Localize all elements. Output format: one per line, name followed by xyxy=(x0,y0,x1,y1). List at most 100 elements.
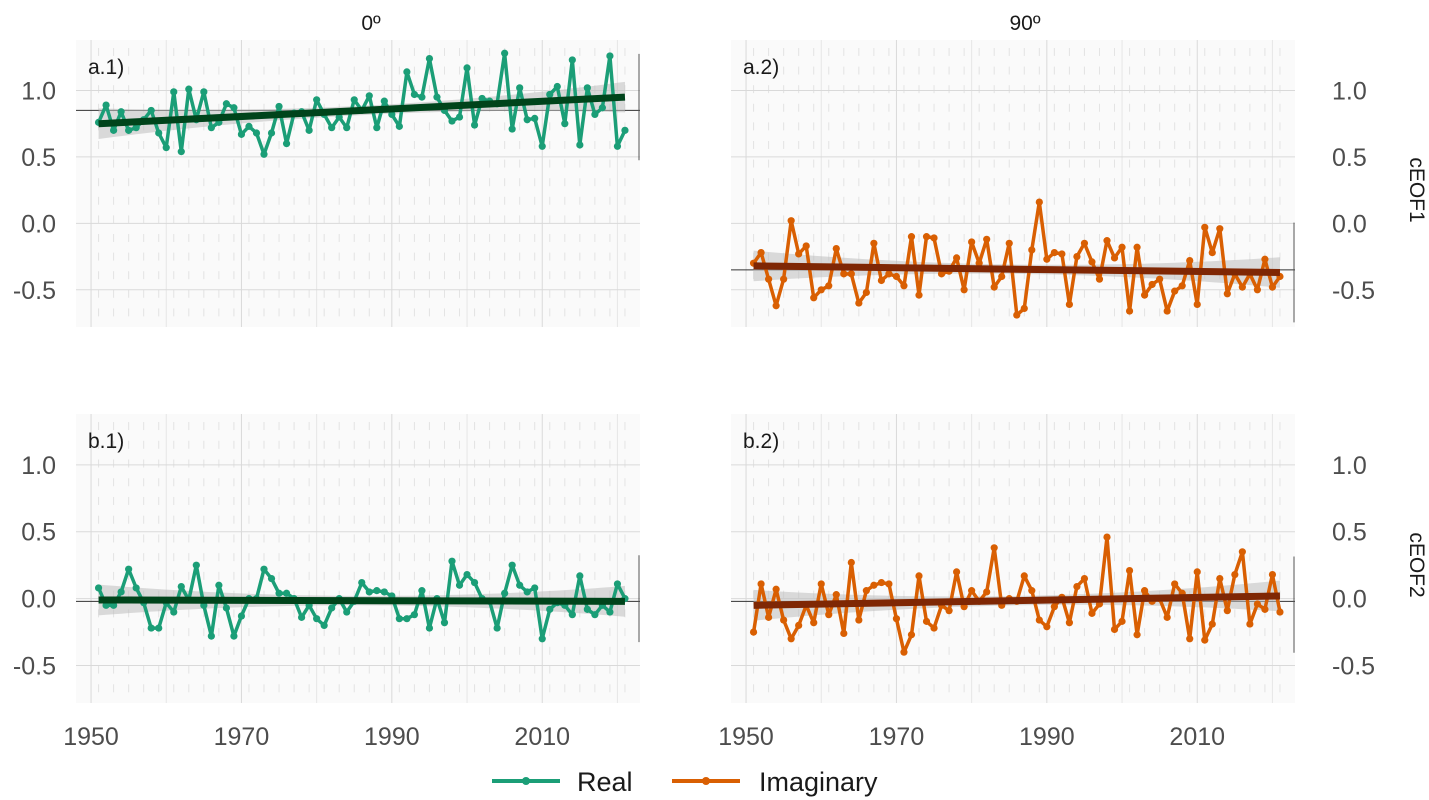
data-point xyxy=(516,84,524,92)
data-point xyxy=(403,615,411,623)
data-point xyxy=(1080,574,1089,583)
data-point xyxy=(1020,304,1028,312)
data-point xyxy=(1141,587,1149,595)
panel-tag: b.2) xyxy=(743,430,779,453)
x-tick-label: 1970 xyxy=(214,723,270,751)
data-point xyxy=(810,294,818,302)
data-point xyxy=(922,233,931,241)
data-point xyxy=(425,624,434,632)
data-point xyxy=(1058,250,1066,258)
data-point xyxy=(1080,239,1089,247)
data-point xyxy=(531,114,539,122)
y-tick-label: 1.0 xyxy=(1332,452,1367,480)
data-point xyxy=(832,245,840,253)
data-point xyxy=(568,611,576,619)
data-point xyxy=(553,82,561,91)
data-point xyxy=(990,283,998,291)
data-point xyxy=(501,589,509,597)
data-point xyxy=(1103,533,1111,541)
data-point xyxy=(117,588,125,596)
data-point xyxy=(840,629,848,638)
data-point xyxy=(795,621,803,629)
data-point xyxy=(237,130,246,138)
data-point xyxy=(155,624,163,632)
data-point xyxy=(1223,290,1231,298)
data-point xyxy=(1073,582,1081,591)
row-header-ceof2: cEOF2 xyxy=(1405,532,1428,597)
data-point xyxy=(1201,636,1209,644)
data-point xyxy=(147,624,155,632)
data-point xyxy=(1171,287,1179,295)
data-point xyxy=(1043,255,1051,263)
data-point xyxy=(877,578,886,587)
data-point xyxy=(1163,307,1171,315)
data-point xyxy=(365,588,373,596)
data-point xyxy=(953,568,961,576)
data-point xyxy=(1246,620,1254,628)
data-point xyxy=(110,601,118,609)
data-point xyxy=(170,608,178,616)
x-tick-label: 1990 xyxy=(364,723,420,751)
data-point xyxy=(132,124,140,132)
panel-tag: a.2) xyxy=(743,56,779,79)
data-point xyxy=(1163,613,1171,621)
data-point xyxy=(968,587,976,595)
data-point xyxy=(930,234,938,242)
data-point xyxy=(1133,631,1141,639)
panel-a1: a.1) xyxy=(76,40,640,327)
data-point xyxy=(470,578,479,587)
x-tick-label: 2010 xyxy=(1169,723,1225,751)
data-point xyxy=(350,96,358,104)
data-point xyxy=(772,585,780,593)
data-point xyxy=(538,142,546,150)
data-point xyxy=(606,608,614,616)
data-point xyxy=(373,124,381,132)
data-point xyxy=(810,619,818,627)
data-point xyxy=(305,126,313,134)
data-point xyxy=(282,140,291,148)
data-point xyxy=(757,580,765,588)
data-point xyxy=(1020,572,1028,580)
data-point xyxy=(576,141,584,149)
data-point xyxy=(222,604,230,612)
data-point xyxy=(94,584,103,592)
data-point xyxy=(102,101,110,109)
data-point xyxy=(1186,256,1194,265)
data-point xyxy=(1125,566,1134,575)
data-point xyxy=(147,106,155,115)
data-point xyxy=(531,584,539,592)
data-point xyxy=(780,275,788,283)
data-point xyxy=(463,570,471,579)
data-point xyxy=(448,117,456,125)
data-point xyxy=(862,288,870,297)
data-point xyxy=(787,217,795,225)
data-point xyxy=(230,104,238,112)
y-tick-label: 0.5 xyxy=(21,144,56,172)
data-point xyxy=(425,55,434,63)
data-point xyxy=(598,104,607,112)
data-point xyxy=(343,608,351,616)
x-tick-label: 2010 xyxy=(514,723,570,751)
data-point xyxy=(102,601,110,609)
data-point xyxy=(403,68,411,76)
data-point xyxy=(410,90,418,99)
data-point xyxy=(847,270,855,278)
data-point xyxy=(1186,635,1194,643)
data-point xyxy=(1013,311,1021,319)
data-point xyxy=(877,276,886,285)
minor-ticks xyxy=(98,422,626,693)
legend: Real Imaginary xyxy=(492,767,878,797)
data-point xyxy=(1043,623,1051,631)
data-point xyxy=(328,124,336,132)
legend-label-imaginary: Imaginary xyxy=(759,767,878,797)
legend-item-imaginary: Imaginary xyxy=(672,767,878,797)
data-point xyxy=(395,122,403,130)
legend-item-real: Real xyxy=(492,767,633,797)
data-point xyxy=(795,250,803,258)
data-point xyxy=(855,299,863,307)
data-point xyxy=(260,565,268,573)
data-point xyxy=(388,110,396,119)
data-point xyxy=(968,238,976,246)
data-point xyxy=(508,561,516,569)
data-point xyxy=(380,588,388,596)
